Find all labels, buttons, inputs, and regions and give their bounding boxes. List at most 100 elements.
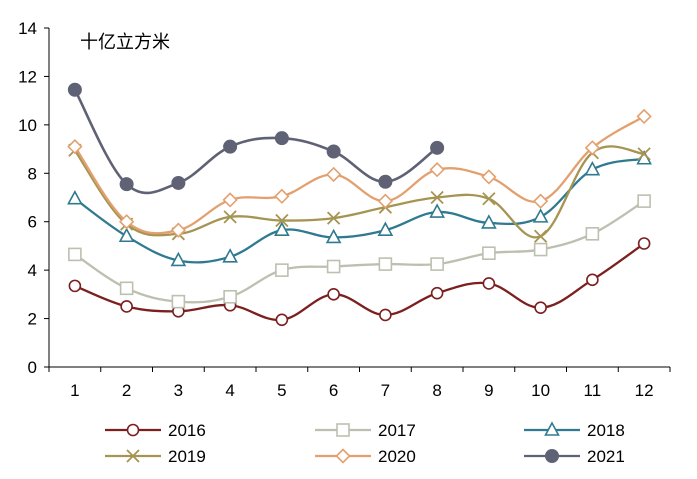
data-point [534, 301, 547, 314]
data-point [275, 213, 289, 228]
legend-item: 2021 [524, 447, 625, 466]
data-point [119, 281, 134, 296]
legend-label: 2017 [378, 421, 416, 440]
series-line [74, 200, 645, 304]
data-point [326, 144, 341, 159]
data-point [584, 160, 601, 176]
y-tick-label: 2 [28, 310, 37, 329]
data-point [222, 248, 238, 263]
data-point [275, 263, 289, 277]
data-point [429, 162, 445, 178]
series-layer [67, 82, 652, 327]
data-point [67, 190, 83, 205]
x-tick-label: 3 [174, 381, 183, 400]
data-point [482, 192, 496, 206]
data-point [170, 222, 187, 238]
series-2018 [67, 150, 652, 267]
data-point [327, 288, 340, 301]
legend-marker [126, 423, 140, 437]
data-point [274, 131, 289, 146]
data-point [170, 251, 187, 267]
data-point [533, 242, 548, 257]
y-tick-label: 12 [18, 67, 37, 86]
data-point [274, 188, 290, 204]
series-2019 [68, 143, 651, 243]
data-point [430, 286, 444, 300]
data-point [430, 257, 444, 271]
legend-label: 2020 [378, 447, 416, 466]
data-point [223, 139, 238, 154]
unit-label: 十亿立方米 [80, 32, 170, 52]
data-point [67, 139, 83, 155]
data-point [325, 166, 342, 183]
x-tick-label: 4 [225, 381, 234, 400]
data-point [275, 313, 289, 327]
x-tick-label: 5 [277, 381, 286, 400]
data-point [171, 175, 186, 190]
data-point [326, 259, 341, 274]
x-tick-label: 1 [70, 381, 79, 400]
data-point [118, 214, 135, 230]
data-point [636, 108, 652, 125]
legend-marker [336, 423, 350, 437]
data-point [637, 194, 651, 208]
x-tick-label: 12 [635, 381, 654, 400]
data-point [532, 193, 549, 209]
legend-marker [545, 449, 559, 463]
legend-item: 2017 [315, 421, 416, 440]
x-tick-label: 10 [531, 381, 550, 400]
x-tick-label: 2 [122, 381, 131, 400]
legend-marker [126, 449, 140, 463]
data-point [584, 140, 601, 156]
legend-item: 2018 [524, 421, 625, 440]
data-point [325, 228, 342, 244]
data-point [378, 174, 393, 189]
data-point [482, 246, 496, 260]
data-point [222, 192, 238, 208]
y-tick-label: 10 [18, 116, 37, 135]
y-tick-label: 6 [28, 213, 37, 232]
x-tick-label: 6 [329, 381, 338, 400]
series-line [73, 115, 645, 235]
series-line [73, 145, 645, 239]
series-2020 [67, 108, 652, 238]
data-point [430, 190, 444, 205]
data-point [379, 308, 392, 322]
legend-label: 2019 [168, 447, 206, 466]
legend-item: 2020 [315, 447, 416, 466]
legend-label: 2018 [587, 421, 625, 440]
legend-label: 2016 [168, 421, 206, 440]
data-point [326, 211, 341, 225]
data-point [68, 279, 82, 293]
data-point [482, 277, 496, 290]
series-2021 [67, 82, 445, 195]
y-tick-label: 8 [28, 164, 37, 183]
y-tick-label: 4 [28, 261, 37, 280]
y-tick-label: 14 [18, 19, 37, 38]
data-point [377, 193, 394, 209]
data-point [119, 177, 134, 192]
x-tick-label: 8 [432, 381, 441, 400]
legend-item: 2016 [105, 421, 206, 440]
data-point [532, 208, 549, 223]
data-point [274, 221, 290, 236]
legend-marker [544, 421, 560, 436]
series-2017 [68, 194, 651, 309]
x-tick-label: 7 [381, 381, 390, 400]
data-point [481, 214, 497, 229]
data-point [118, 227, 135, 243]
data-point [481, 169, 497, 185]
data-point [533, 229, 548, 243]
data-point [120, 300, 133, 313]
data-point [377, 221, 394, 236]
data-point [429, 203, 445, 218]
legend: 2016 2017 2018 2019 2020 2021 [105, 421, 625, 466]
data-point [585, 227, 600, 241]
series-2016 [68, 237, 651, 327]
data-point [430, 140, 445, 155]
legend-label: 2021 [587, 447, 625, 466]
data-point [637, 237, 651, 250]
data-point [68, 247, 82, 262]
